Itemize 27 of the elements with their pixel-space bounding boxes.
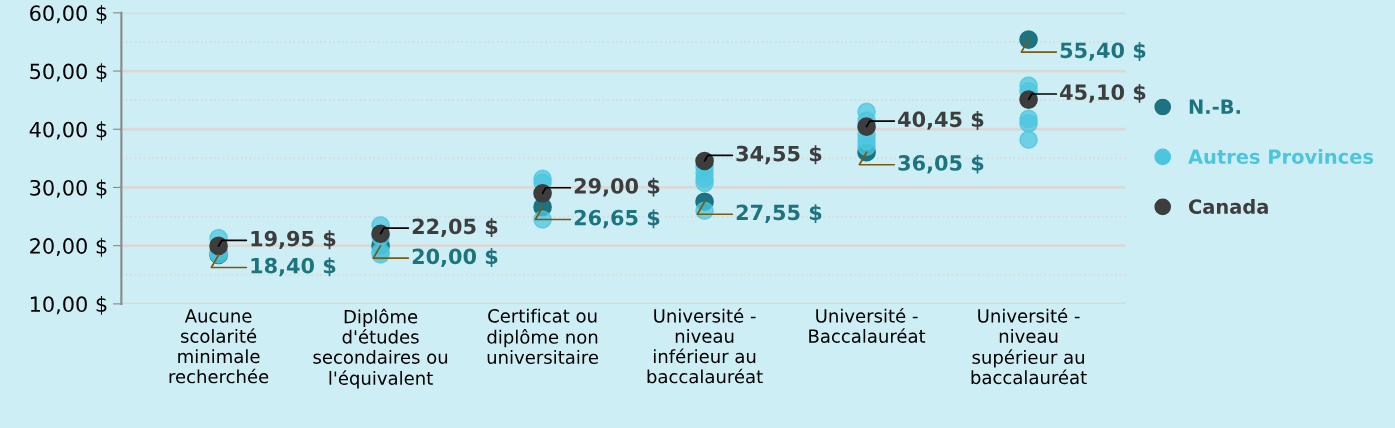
legend-label: N.-B. xyxy=(1189,99,1240,114)
x-tick-label: Certificat ou diplôme non universitaire xyxy=(487,308,599,365)
data-label: 19,95 $ xyxy=(251,230,336,250)
x-tick-label: Université - niveau inférieur au baccalauréat xyxy=(647,308,763,384)
data-label: 40,45 $ xyxy=(898,111,984,130)
data-label: 29,00 $ xyxy=(574,177,660,197)
x-tick-label: Université - Baccalauréat xyxy=(809,308,926,343)
y-tick-label: 60,00 $ xyxy=(30,4,107,24)
data-label: 20,00 $ xyxy=(412,248,498,267)
y-tick-label: 40,00 $ xyxy=(29,121,107,141)
y-tick-label: 50,00 $ xyxy=(30,63,107,83)
data-label: 27,55 $ xyxy=(736,204,822,224)
data-label: 34,55 $ xyxy=(736,145,822,165)
data-label: 22,05 $ xyxy=(412,218,498,237)
x-tick-label: Aucune scolarité minimale recherchée xyxy=(169,309,269,384)
y-tick-label: 30,00 $ xyxy=(30,179,107,199)
x-tick-label: Université - niveau supérieur au baccalauréat xyxy=(971,308,1087,385)
data-label: 36,05 $ xyxy=(898,154,984,174)
data-label: 55,40 $ xyxy=(1060,42,1146,61)
data-label: 18,40 $ xyxy=(251,257,336,277)
x-tick-label: Diplôme d'études secondaires ou l'équivalent xyxy=(313,308,448,389)
data-label: 26,65 $ xyxy=(574,209,660,229)
legend-label: Autres Provinces xyxy=(1188,148,1374,164)
y-tick-label: 10,00 $ xyxy=(30,295,107,315)
legend-label: Canada xyxy=(1188,198,1268,214)
data-label: 45,10 $ xyxy=(1060,83,1146,103)
y-tick-label: 20,00 $ xyxy=(30,237,107,257)
